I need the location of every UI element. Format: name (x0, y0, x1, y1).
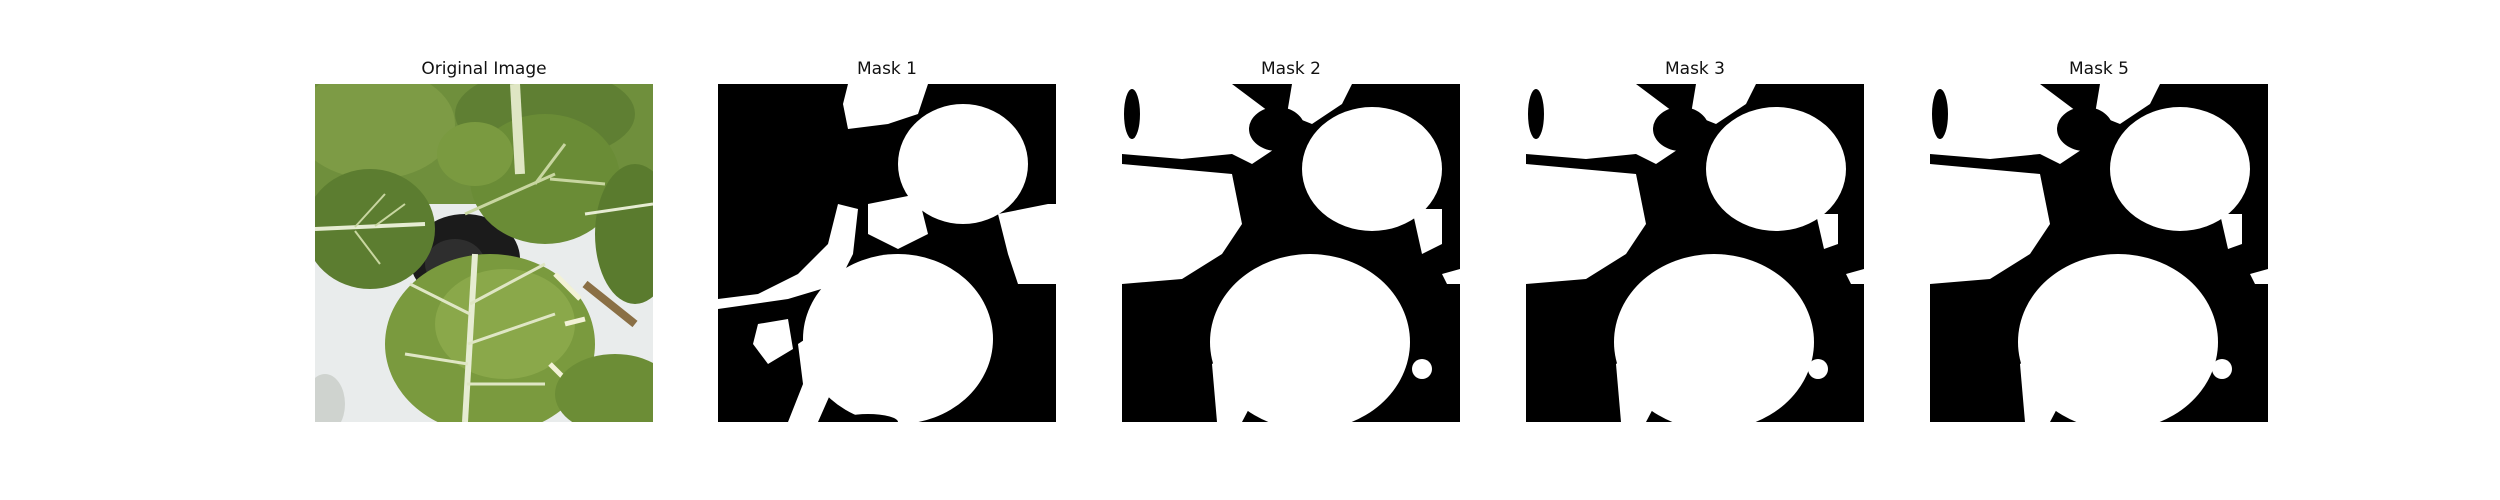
panel-mask-5: Mask 5 (1930, 58, 2268, 422)
mask-image (1122, 84, 1460, 422)
segmentation-mask (718, 84, 1056, 422)
segmentation-mask (1122, 84, 1460, 422)
original-image (315, 84, 653, 422)
segmentation-mask (1526, 84, 1864, 422)
panel-title: Original Image (421, 59, 547, 79)
mask-image (718, 84, 1056, 422)
segmentation-mask (1930, 84, 2268, 422)
panel-original: Original Image (315, 58, 653, 422)
panel-title: Mask 5 (2068, 59, 2129, 79)
panel-title: Mask 2 (1260, 59, 1321, 79)
panel-title: Mask 3 (1664, 59, 1725, 79)
panel-mask-1: Mask 1 (718, 58, 1056, 422)
mask-image (1526, 84, 1864, 422)
panel-mask-3: Mask 3 (1526, 58, 1864, 422)
panel-title: Mask 1 (856, 59, 917, 79)
mask-image (1930, 84, 2268, 422)
panel-mask-2: Mask 2 (1122, 58, 1460, 422)
plant-photo (315, 84, 653, 422)
